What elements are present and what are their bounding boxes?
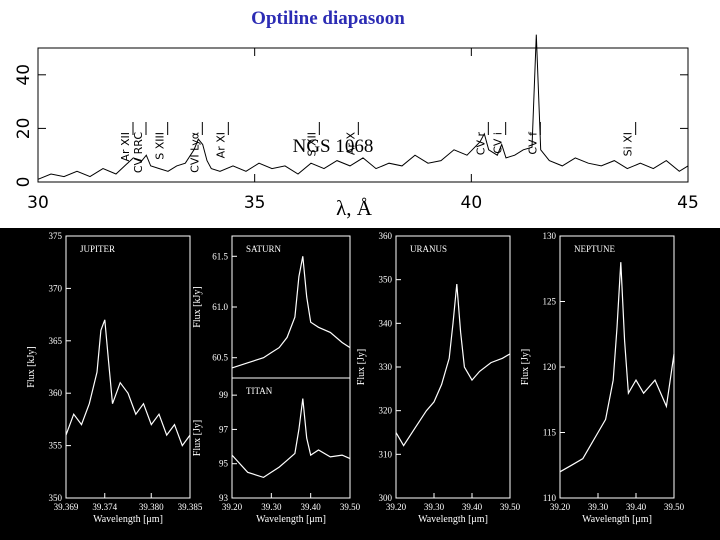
- x-tick-label: 39.40: [626, 502, 647, 512]
- x-tick-label: 39.30: [588, 502, 609, 512]
- x-tick-label: 39.30: [261, 502, 282, 512]
- line-id-label: CVI Lyα: [188, 132, 201, 173]
- y-tick-label: 93: [219, 493, 229, 503]
- line-id-label: Si XI: [622, 132, 635, 156]
- x-tick-label: 39.20: [550, 502, 571, 512]
- annotation-label: NGS 1068: [293, 136, 374, 157]
- x-tick-label: 40: [461, 193, 483, 213]
- x-tick-label: 39.50: [340, 502, 361, 512]
- line-id-label: Ar XI: [214, 132, 227, 158]
- line-id-label: S XII: [305, 132, 318, 157]
- y-tick-label: 120: [543, 362, 557, 372]
- y-tick-label: 110: [543, 493, 557, 503]
- y-tick-label: 60.5: [212, 353, 228, 363]
- y-tick-label: 61.5: [212, 251, 228, 261]
- y-axis-label: Flux [Jy]: [356, 349, 367, 385]
- line-id-label: Ar X: [344, 132, 357, 156]
- x-tick-label: 39.50: [500, 502, 521, 512]
- x-tick-label: 30: [27, 193, 49, 213]
- spectrum-line: [231, 256, 351, 369]
- y-tick-label: 125: [543, 297, 557, 307]
- x-axis-label: λ, Å: [336, 196, 373, 220]
- spectrum-line: [65, 319, 191, 447]
- y-tick-label: 360: [49, 388, 63, 398]
- line-id-label: CV i: [492, 132, 505, 154]
- y-tick-label: 40: [14, 64, 34, 86]
- y-tick-label: 310: [379, 449, 393, 459]
- y-tick-label: 20: [14, 118, 34, 140]
- y-tick-label: 300: [379, 493, 393, 503]
- y-tick-label: 115: [543, 428, 557, 438]
- annotation-label: JUPITER: [80, 244, 115, 254]
- page-title: Optiline diapasoon: [251, 8, 405, 29]
- y-tick-label: 0: [14, 177, 34, 188]
- y-tick-label: 355: [49, 441, 63, 451]
- line-id-label: Ar XII: [119, 132, 132, 162]
- y-axis-label: Flux [kJy]: [26, 346, 37, 387]
- x-tick-label: 39.380: [139, 502, 164, 512]
- y-tick-label: 350: [49, 493, 63, 503]
- spectrum-line: [559, 262, 675, 473]
- line-id-label: S XIII: [154, 132, 167, 160]
- x-tick-label: 39.40: [301, 502, 322, 512]
- y-axis-label: Flux [Jy]: [192, 420, 203, 456]
- x-tick-label: 39.20: [222, 502, 243, 512]
- line-id-label: CV RRC: [132, 132, 145, 173]
- y-tick-label: 350: [379, 275, 393, 285]
- y-tick-label: 97: [219, 424, 229, 434]
- annotation-label: TITAN: [246, 386, 273, 396]
- x-tick-label: 35: [244, 193, 266, 213]
- y-tick-label: 320: [379, 406, 393, 416]
- y-tick-label: 330: [379, 362, 393, 372]
- spectrum-line: [37, 34, 689, 180]
- x-tick-label: 39.50: [664, 502, 685, 512]
- x-tick-label: 39.40: [462, 502, 483, 512]
- y-tick-label: 370: [49, 283, 63, 293]
- y-tick-label: 375: [49, 231, 63, 241]
- spectrum-line: [231, 398, 351, 479]
- annotation-label: SATURN: [246, 244, 282, 254]
- y-tick-label: 340: [379, 318, 393, 328]
- x-tick-label: 39.385: [178, 502, 203, 512]
- spectrum-line: [395, 283, 511, 447]
- x-axis-label: Wavelength [μm]: [93, 514, 163, 525]
- y-tick-label: 61.0: [212, 302, 228, 312]
- plot-frame: [37, 47, 689, 183]
- y-tick-label: 365: [49, 336, 63, 346]
- x-tick-label: 45: [677, 193, 699, 213]
- x-axis-label: Wavelength [μm]: [418, 514, 488, 525]
- plot-frame: [231, 377, 351, 499]
- line-id-label: CV r: [474, 132, 487, 156]
- x-tick-label: 39.20: [386, 502, 407, 512]
- annotation-label: NEPTUNE: [574, 244, 615, 254]
- x-axis-label: Wavelength [μm]: [256, 514, 326, 525]
- x-tick-label: 39.30: [424, 502, 445, 512]
- annotation-label: URANUS: [410, 244, 447, 254]
- y-tick-label: 95: [219, 459, 229, 469]
- x-axis-label: Wavelength [μm]: [582, 514, 652, 525]
- y-tick-label: 99: [219, 390, 229, 400]
- y-tick-label: 360: [379, 231, 393, 241]
- line-id-label: CV f: [526, 131, 539, 155]
- y-axis-label: Flux [kJy]: [192, 286, 203, 327]
- x-tick-label: 39.374: [92, 502, 117, 512]
- x-tick-label: 39.369: [54, 502, 79, 512]
- y-tick-label: 130: [543, 231, 557, 241]
- plot-frame: [65, 235, 191, 499]
- y-axis-label: Flux [Jy]: [520, 349, 531, 385]
